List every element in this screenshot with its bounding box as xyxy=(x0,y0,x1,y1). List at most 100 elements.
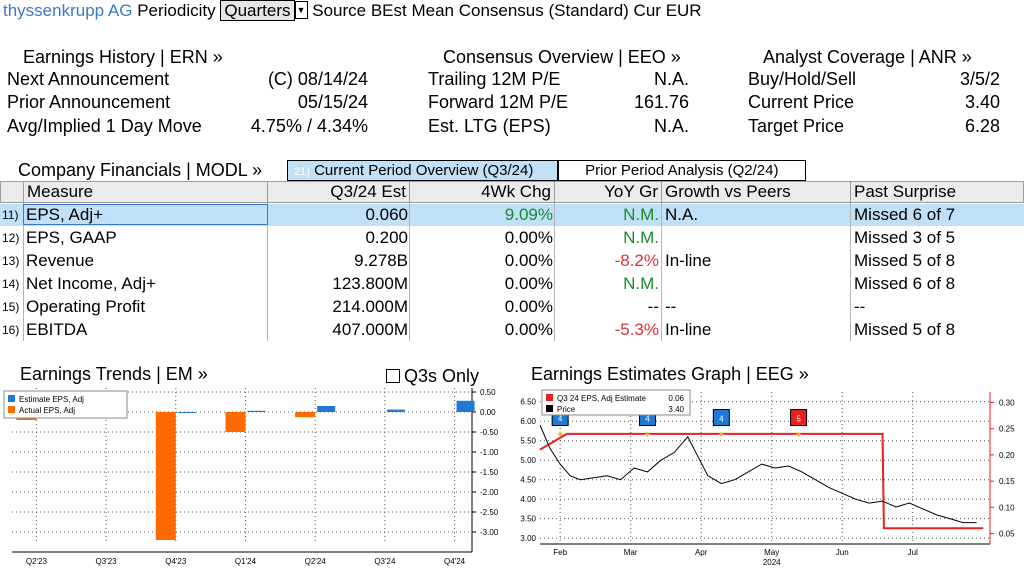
y-left-tick-label: 4.00 xyxy=(520,495,536,504)
co-value-2: N.A. xyxy=(653,116,689,136)
company-name[interactable]: thyssenkrupp AG xyxy=(3,1,133,20)
tab-current-period[interactable]: 21) Current Period Overview (Q3/24) xyxy=(287,160,558,181)
actual-bar xyxy=(155,412,176,540)
legend-label-estimate: Estimate EPS, Adj xyxy=(19,395,84,404)
ac-label-2: Target Price xyxy=(748,116,845,136)
y-tick-label: 0.00 xyxy=(480,408,496,417)
chevron-down-icon[interactable]: ▼ xyxy=(294,1,308,19)
revision-star-icon: ✦ xyxy=(717,430,725,441)
eh-value-0: (C) 08/14/24 xyxy=(267,69,368,89)
cell-chg: 0.00% xyxy=(504,228,553,247)
revision-star-icon: ✦ xyxy=(643,430,651,441)
legend-value-estimate: 0.06 xyxy=(668,394,684,403)
x-tick-label: Jun xyxy=(836,548,849,557)
cell-num: 13) xyxy=(2,254,20,268)
header-bar: thyssenkrupp AG Periodicity Quarters ▼ So… xyxy=(3,0,702,21)
ac-value-2: 6.28 xyxy=(964,116,1000,136)
col-header-yoy[interactable]: YoY Gr xyxy=(554,181,662,203)
co-label-1: Forward 12M P/E xyxy=(428,92,569,112)
table-row[interactable]: 11) EPS, Adj+ 0.060 9.09% N.M. N.A. Missed 6 o… xyxy=(0,204,1024,226)
x-tick-label: Q2'24 xyxy=(305,557,327,566)
col-header-measure[interactable]: Measure xyxy=(23,181,268,203)
eh-label-0: Next Announcement xyxy=(7,69,170,89)
analyst-coverage-title[interactable]: Analyst Coverage | ANR » xyxy=(763,47,972,67)
cell-yoy: -8.2% xyxy=(614,251,659,270)
q3-only-checkbox[interactable]: Q3s Only xyxy=(386,366,479,386)
cell-num: 14) xyxy=(2,277,20,291)
periodicity-label: Periodicity xyxy=(137,1,216,20)
col-header-peers[interactable]: Growth vs Peers xyxy=(661,181,851,203)
y-right-tick-label: 0.30 xyxy=(999,398,1015,407)
earnings-trends-title[interactable]: Earnings Trends | EM » xyxy=(20,364,208,384)
cell-num: 15) xyxy=(2,300,20,314)
col-header-chg[interactable]: 4Wk Chg xyxy=(409,181,555,203)
legend-label-price: Price xyxy=(557,405,576,414)
cell-surprise: Missed 5 of 8 xyxy=(854,320,956,339)
q3-only-label: Q3s Only xyxy=(404,366,480,386)
cell-peers: -- xyxy=(665,297,677,316)
cell-est: 407.000M xyxy=(332,320,408,339)
cell-peers: In-line xyxy=(665,320,712,339)
table-row[interactable]: 13) Revenue 9.278B 0.00% -8.2% In-line Missed … xyxy=(0,250,1024,272)
table-row[interactable]: 15) Operating Profit 214.000M 0.00% -- -- -- xyxy=(0,296,1024,318)
tab-prior-period[interactable]: 22) Prior Period Analysis (Q2/24) xyxy=(558,160,806,181)
earnings-trends-chart: 0.50 0.00 -0.50 -1.00 -1.50 -2.00 -2.50 -3.00 Q2… xyxy=(3,388,499,566)
x-tick-label: Mar xyxy=(624,548,638,557)
cell-peers: N.A. xyxy=(665,205,699,224)
event-marker-label: 4 xyxy=(719,415,724,424)
cell-peers xyxy=(663,227,849,249)
event-marker xyxy=(712,409,730,427)
actual-bar xyxy=(295,412,316,418)
table-row[interactable]: 16) EBITDA 407.000M 0.00% -5.3% In-line Missed… xyxy=(0,319,1024,341)
y-right-tick-label: 0.20 xyxy=(999,451,1015,460)
table-row[interactable]: 14) Net Income, Adj+ 123.800M 0.00% N.M. Miss… xyxy=(0,273,1024,295)
event-marker-label: 5 xyxy=(796,415,801,424)
actual-bar xyxy=(225,412,246,432)
cell-surprise: Missed 6 of 7 xyxy=(854,205,956,224)
cell-yoy: -- xyxy=(647,297,659,316)
earnings-estimates-title[interactable]: Earnings Estimates Graph | EEG » xyxy=(531,364,809,384)
legend-box xyxy=(3,390,128,419)
cell-est: 0.200 xyxy=(365,228,408,247)
eh-value-1: 05/15/24 xyxy=(297,92,368,112)
y-right-tick-label: 0.25 xyxy=(999,425,1015,434)
legend-box xyxy=(541,389,691,416)
x-tick-label: Q3'24 xyxy=(374,557,396,566)
eh-value-2: 4.75% / 4.34% xyxy=(250,116,368,136)
column-divider xyxy=(409,203,410,341)
col-header-surprise[interactable]: Past Surprise xyxy=(850,181,1024,203)
legend-swatch-actual xyxy=(8,406,15,413)
col-header-est[interactable]: Q3/24 Est xyxy=(267,181,410,203)
legend-swatch-estimate xyxy=(8,395,15,402)
y-right-tick-label: 0.05 xyxy=(999,530,1015,539)
consensus-overview-title[interactable]: Consensus Overview | EEO » xyxy=(443,47,681,67)
cell-surprise: Missed 3 of 5 xyxy=(854,228,956,247)
column-divider xyxy=(23,203,24,341)
eh-label-2: Avg/Implied 1 Day Move xyxy=(7,116,202,136)
y-tick-label: -2.00 xyxy=(480,488,499,497)
x-tick-label: Apr xyxy=(695,548,708,557)
tab-current-label: Current Period Overview (Q3/24) xyxy=(314,162,534,179)
cell-chg: 0.00% xyxy=(504,320,553,339)
y-left-tick-label: 5.50 xyxy=(520,437,536,446)
company-financials-title[interactable]: Company Financials | MODL » xyxy=(18,160,263,180)
estimate-bar xyxy=(177,412,196,413)
source-label: Source xyxy=(312,1,367,20)
cell-chg: 9.09% xyxy=(504,205,553,224)
cell-measure: Operating Profit xyxy=(26,297,146,316)
legend-swatch-price xyxy=(546,405,553,412)
y-tick-label: 0.50 xyxy=(480,388,496,397)
table-row[interactable]: 12) EPS, GAAP 0.200 0.00% N.M. Missed 3 of 5 xyxy=(0,227,1024,249)
x-tick-label: Q1'24 xyxy=(235,557,257,566)
x-tick-label: Q3'23 xyxy=(96,557,118,566)
ac-value-1: 3.40 xyxy=(964,92,1000,112)
periodicity-select[interactable]: Quarters xyxy=(220,0,295,21)
checkbox-icon[interactable] xyxy=(386,369,400,383)
x-sublabel: 2024 xyxy=(763,558,781,567)
column-divider xyxy=(661,203,662,341)
earnings-history-title[interactable]: Earnings History | ERN » xyxy=(23,47,223,67)
source-value[interactable]: BEst Mean Consensus (Standard) xyxy=(370,1,629,20)
cell-measure: Revenue xyxy=(26,251,95,270)
currency-value[interactable]: EUR xyxy=(665,1,702,20)
co-label-2: Est. LTG (EPS) xyxy=(428,116,551,136)
